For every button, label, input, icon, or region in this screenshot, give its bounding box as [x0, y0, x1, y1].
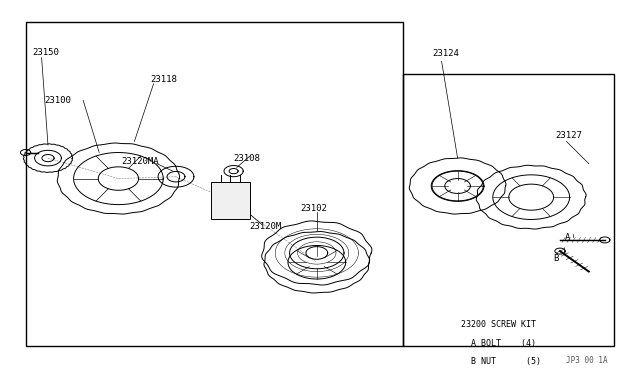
Text: 23102: 23102 [301, 204, 328, 213]
Text: JP3 00 1A: JP3 00 1A [566, 356, 608, 365]
Text: B: B [554, 254, 559, 263]
Text: 23118: 23118 [150, 76, 177, 84]
Text: A BOLT    (4): A BOLT (4) [461, 339, 536, 347]
Bar [403, 74, 614, 346]
Text: 23100: 23100 [45, 96, 72, 105]
Text: 23120MA: 23120MA [122, 157, 159, 166]
Bar [211, 182, 250, 219]
Text: B NUT      (5): B NUT (5) [461, 357, 541, 366]
Text: 23200 SCREW KIT: 23200 SCREW KIT [461, 320, 536, 329]
Bar [26, 22, 403, 346]
Text: 23127: 23127 [556, 131, 582, 140]
Text: 23108: 23108 [234, 154, 260, 163]
Text: A: A [564, 233, 570, 242]
Text: 23124: 23124 [432, 49, 459, 58]
Text: 23150: 23150 [32, 48, 59, 57]
Text: 23120M: 23120M [250, 222, 282, 231]
